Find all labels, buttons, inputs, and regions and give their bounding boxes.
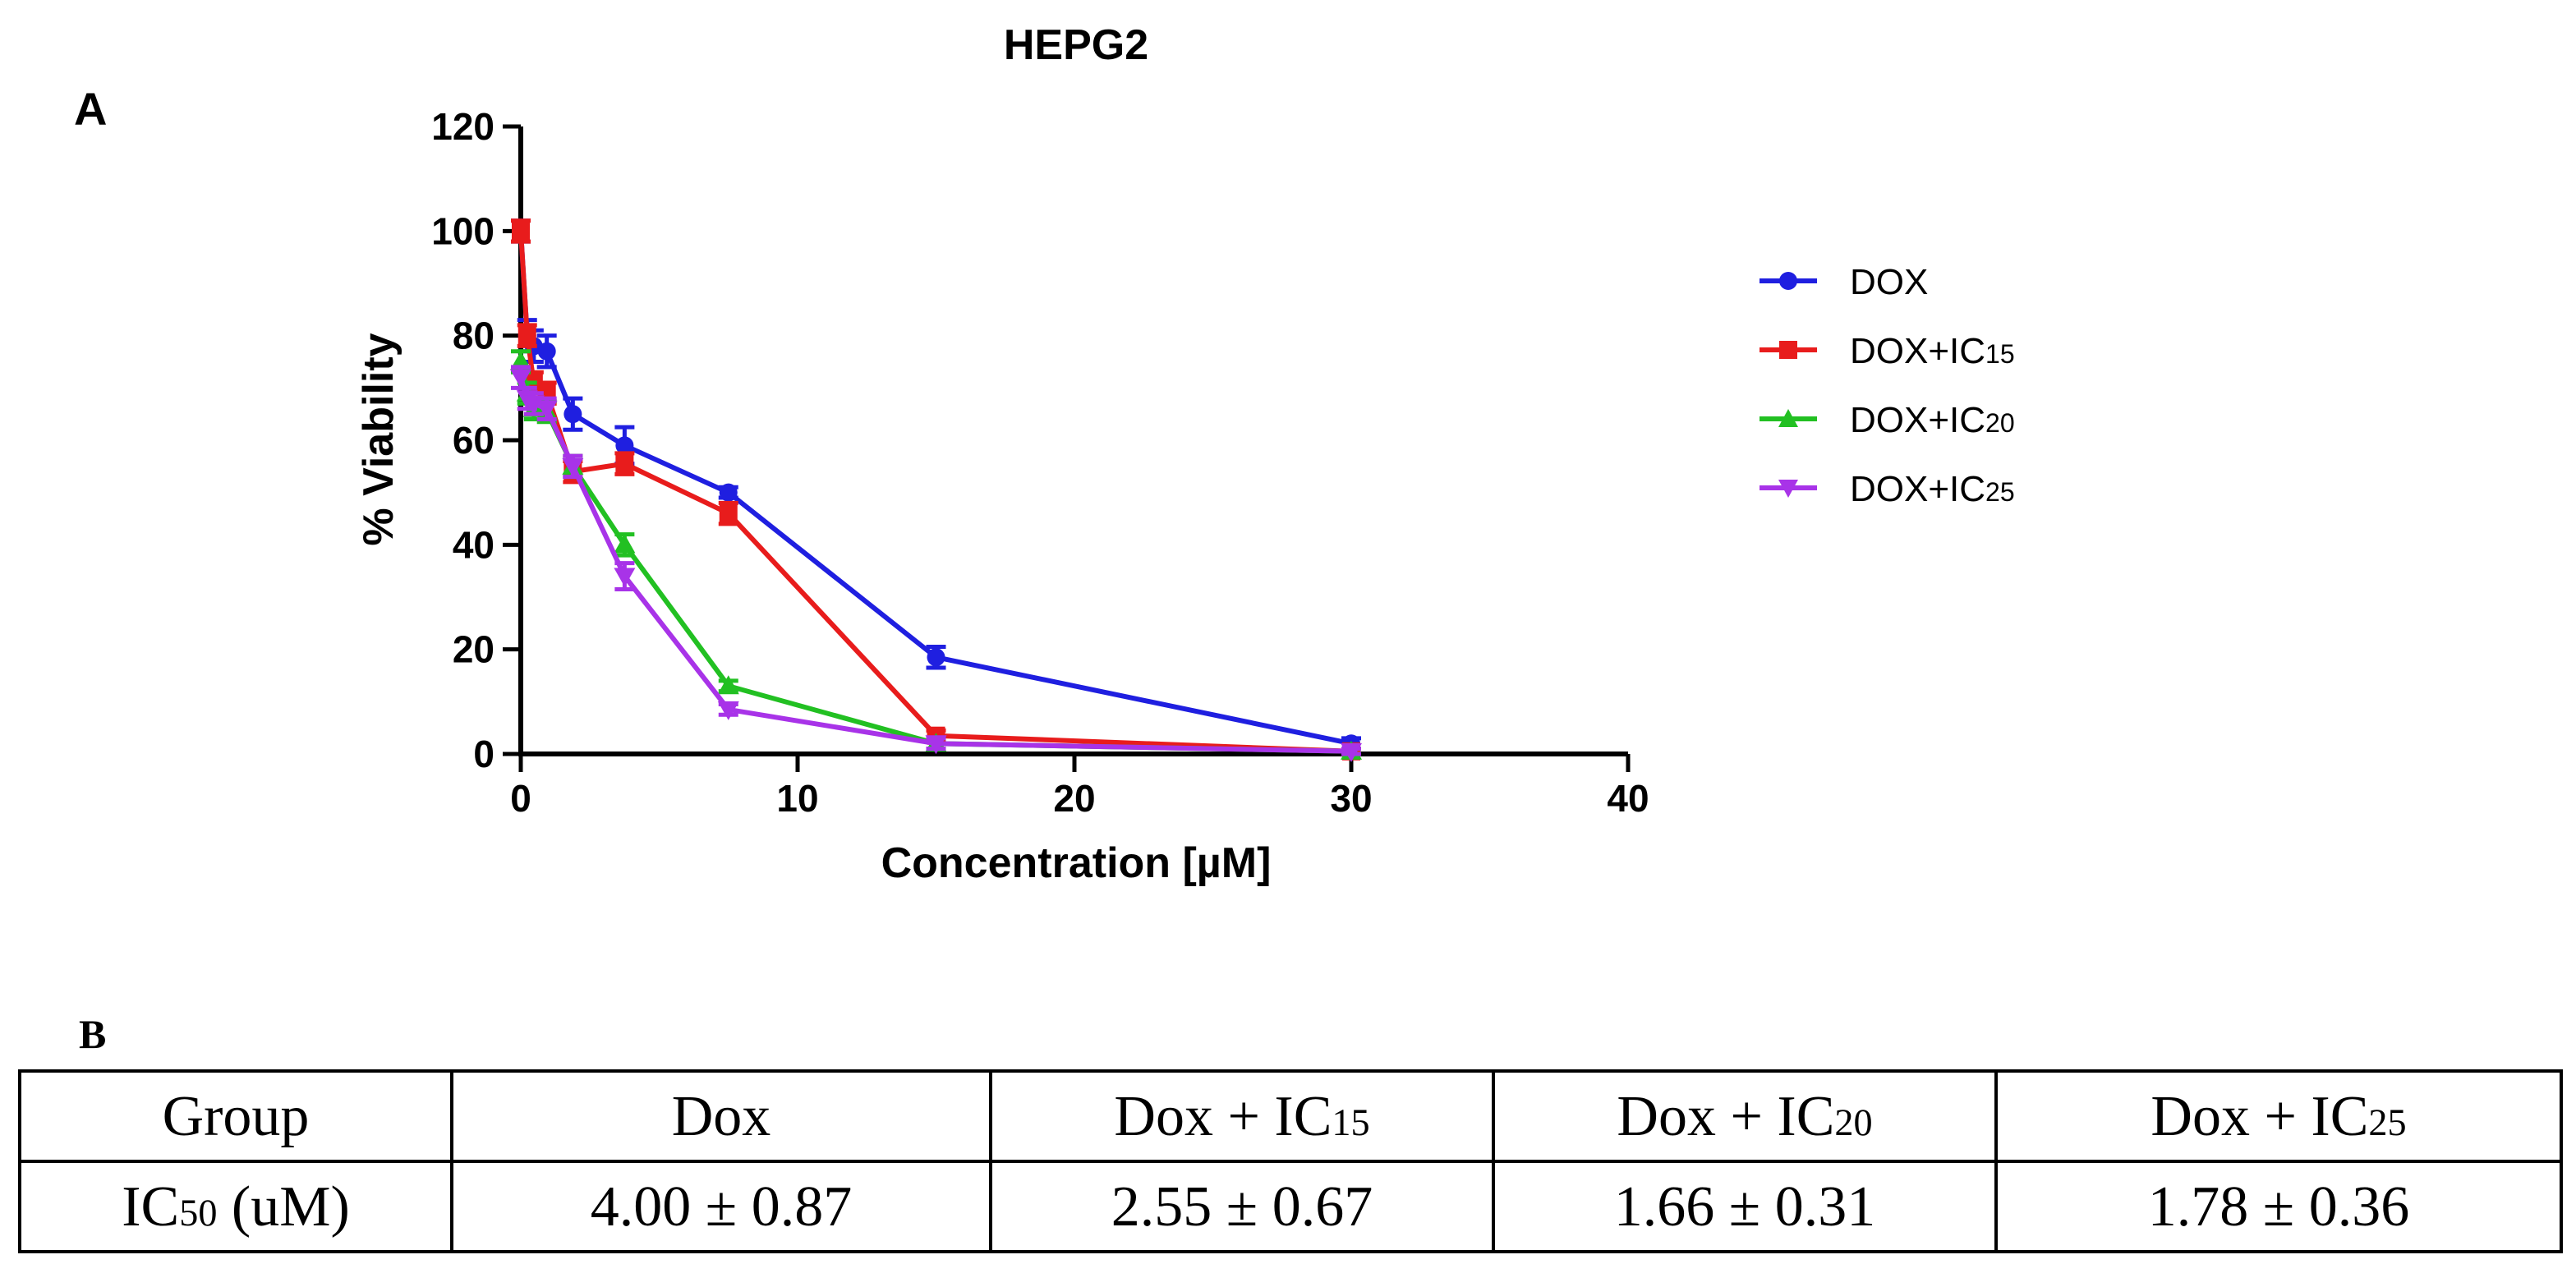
header-dox-ic20: Dox + IC20	[1492, 1069, 1998, 1163]
series-dox	[511, 218, 1361, 753]
legend-item-dox-ic15: DOX+IC15	[1760, 331, 2015, 371]
x-axis-ticks: 0 10 20 30 40	[510, 754, 1649, 820]
y-tick-label: 40	[453, 523, 494, 566]
legend-label-dox-ic15: DOX+IC15	[1850, 331, 2015, 371]
legend-label-dox: DOX	[1850, 262, 1928, 302]
series-dox-ic20	[510, 349, 1362, 760]
cell-dox-ic20: 1.66 ± 0.31	[1492, 1160, 1998, 1253]
data-point	[925, 735, 947, 755]
y-axis-ticks: 0 20 40 60 80 100 120	[431, 105, 521, 775]
data-point	[614, 534, 636, 554]
data-point	[719, 504, 738, 523]
y-tick-label: 0	[473, 733, 494, 775]
panel-label-a: A	[74, 83, 107, 135]
x-tick-label: 20	[1053, 777, 1095, 820]
x-tick-label: 30	[1330, 777, 1372, 820]
series-layer	[510, 218, 1362, 762]
data-point	[562, 457, 584, 477]
y-tick-label: 20	[453, 628, 494, 671]
legend-label-dox-ic20: DOX+IC20	[1850, 400, 2015, 440]
legend-label-dox-ic25: DOX+IC25	[1850, 469, 2015, 509]
y-tick-label: 120	[431, 105, 494, 148]
legend-item-dox-ic25: DOX+IC25	[1760, 469, 2015, 509]
table-row: IC50 (uM) 4.00 ± 0.87 2.55 ± 0.67 1.66 ±…	[18, 1160, 2563, 1253]
cell-dox: 4.00 ± 0.87	[450, 1160, 992, 1253]
legend-item-dox-ic20: DOX+IC20	[1760, 400, 2015, 440]
series-line-dox-ic15	[518, 231, 1352, 754]
header-dox: Dox	[450, 1069, 992, 1163]
chart-axes	[518, 126, 1628, 756]
series-line-dox-ic20	[518, 361, 1352, 754]
cell-dox-ic15: 2.55 ± 0.67	[989, 1160, 1495, 1253]
data-point	[615, 436, 634, 455]
series-line-dox-ic25	[518, 376, 1352, 754]
data-point	[927, 648, 945, 667]
data-point	[719, 483, 738, 502]
x-tick-label: 10	[776, 777, 818, 820]
header-group: Group	[18, 1069, 453, 1163]
x-tick-label: 40	[1607, 777, 1649, 820]
data-point	[512, 222, 530, 241]
y-axis-label: % Viability	[355, 333, 402, 545]
data-point	[537, 342, 556, 361]
series-dox-ic15	[511, 218, 1361, 761]
panel-label-b: B	[79, 1011, 107, 1057]
header-dox-ic15: Dox + IC15	[989, 1069, 1495, 1163]
series-dox-ic25	[510, 365, 1362, 762]
data-point	[518, 326, 536, 345]
chart-title: HEPG2	[1004, 21, 1148, 69]
data-point	[717, 675, 739, 695]
data-point	[615, 454, 634, 473]
ic50-table: Group Dox Dox + IC15 Dox + IC20 Dox + IC…	[18, 1069, 2563, 1253]
data-point	[536, 400, 558, 420]
viability-chart: A HEPG2 0 20 40 60 80 100 120 0 10 20 30 40 Concen…	[74, 21, 2015, 887]
legend: DOX DOX+IC15 DOX+IC20 DOX+IC25	[1760, 262, 2015, 509]
x-tick-label: 0	[510, 777, 531, 820]
y-tick-label: 100	[431, 209, 494, 252]
legend-item-dox: DOX	[1760, 262, 1928, 302]
y-tick-label: 60	[453, 419, 494, 462]
data-point	[510, 369, 531, 388]
data-point	[614, 568, 636, 587]
cell-dox-ic25: 1.78 ± 0.36	[1994, 1160, 2563, 1253]
data-point	[1341, 742, 1362, 762]
data-point	[564, 405, 582, 424]
header-dox-ic25: Dox + IC25	[1994, 1069, 2563, 1163]
table-header-row: Group Dox Dox + IC15 Dox + IC20 Dox + IC…	[18, 1069, 2563, 1163]
data-point	[717, 701, 739, 720]
x-axis-label: Concentration [µM]	[881, 839, 1272, 887]
row-label-ic50: IC50 (uM)	[18, 1160, 453, 1253]
y-tick-label: 80	[453, 315, 494, 357]
